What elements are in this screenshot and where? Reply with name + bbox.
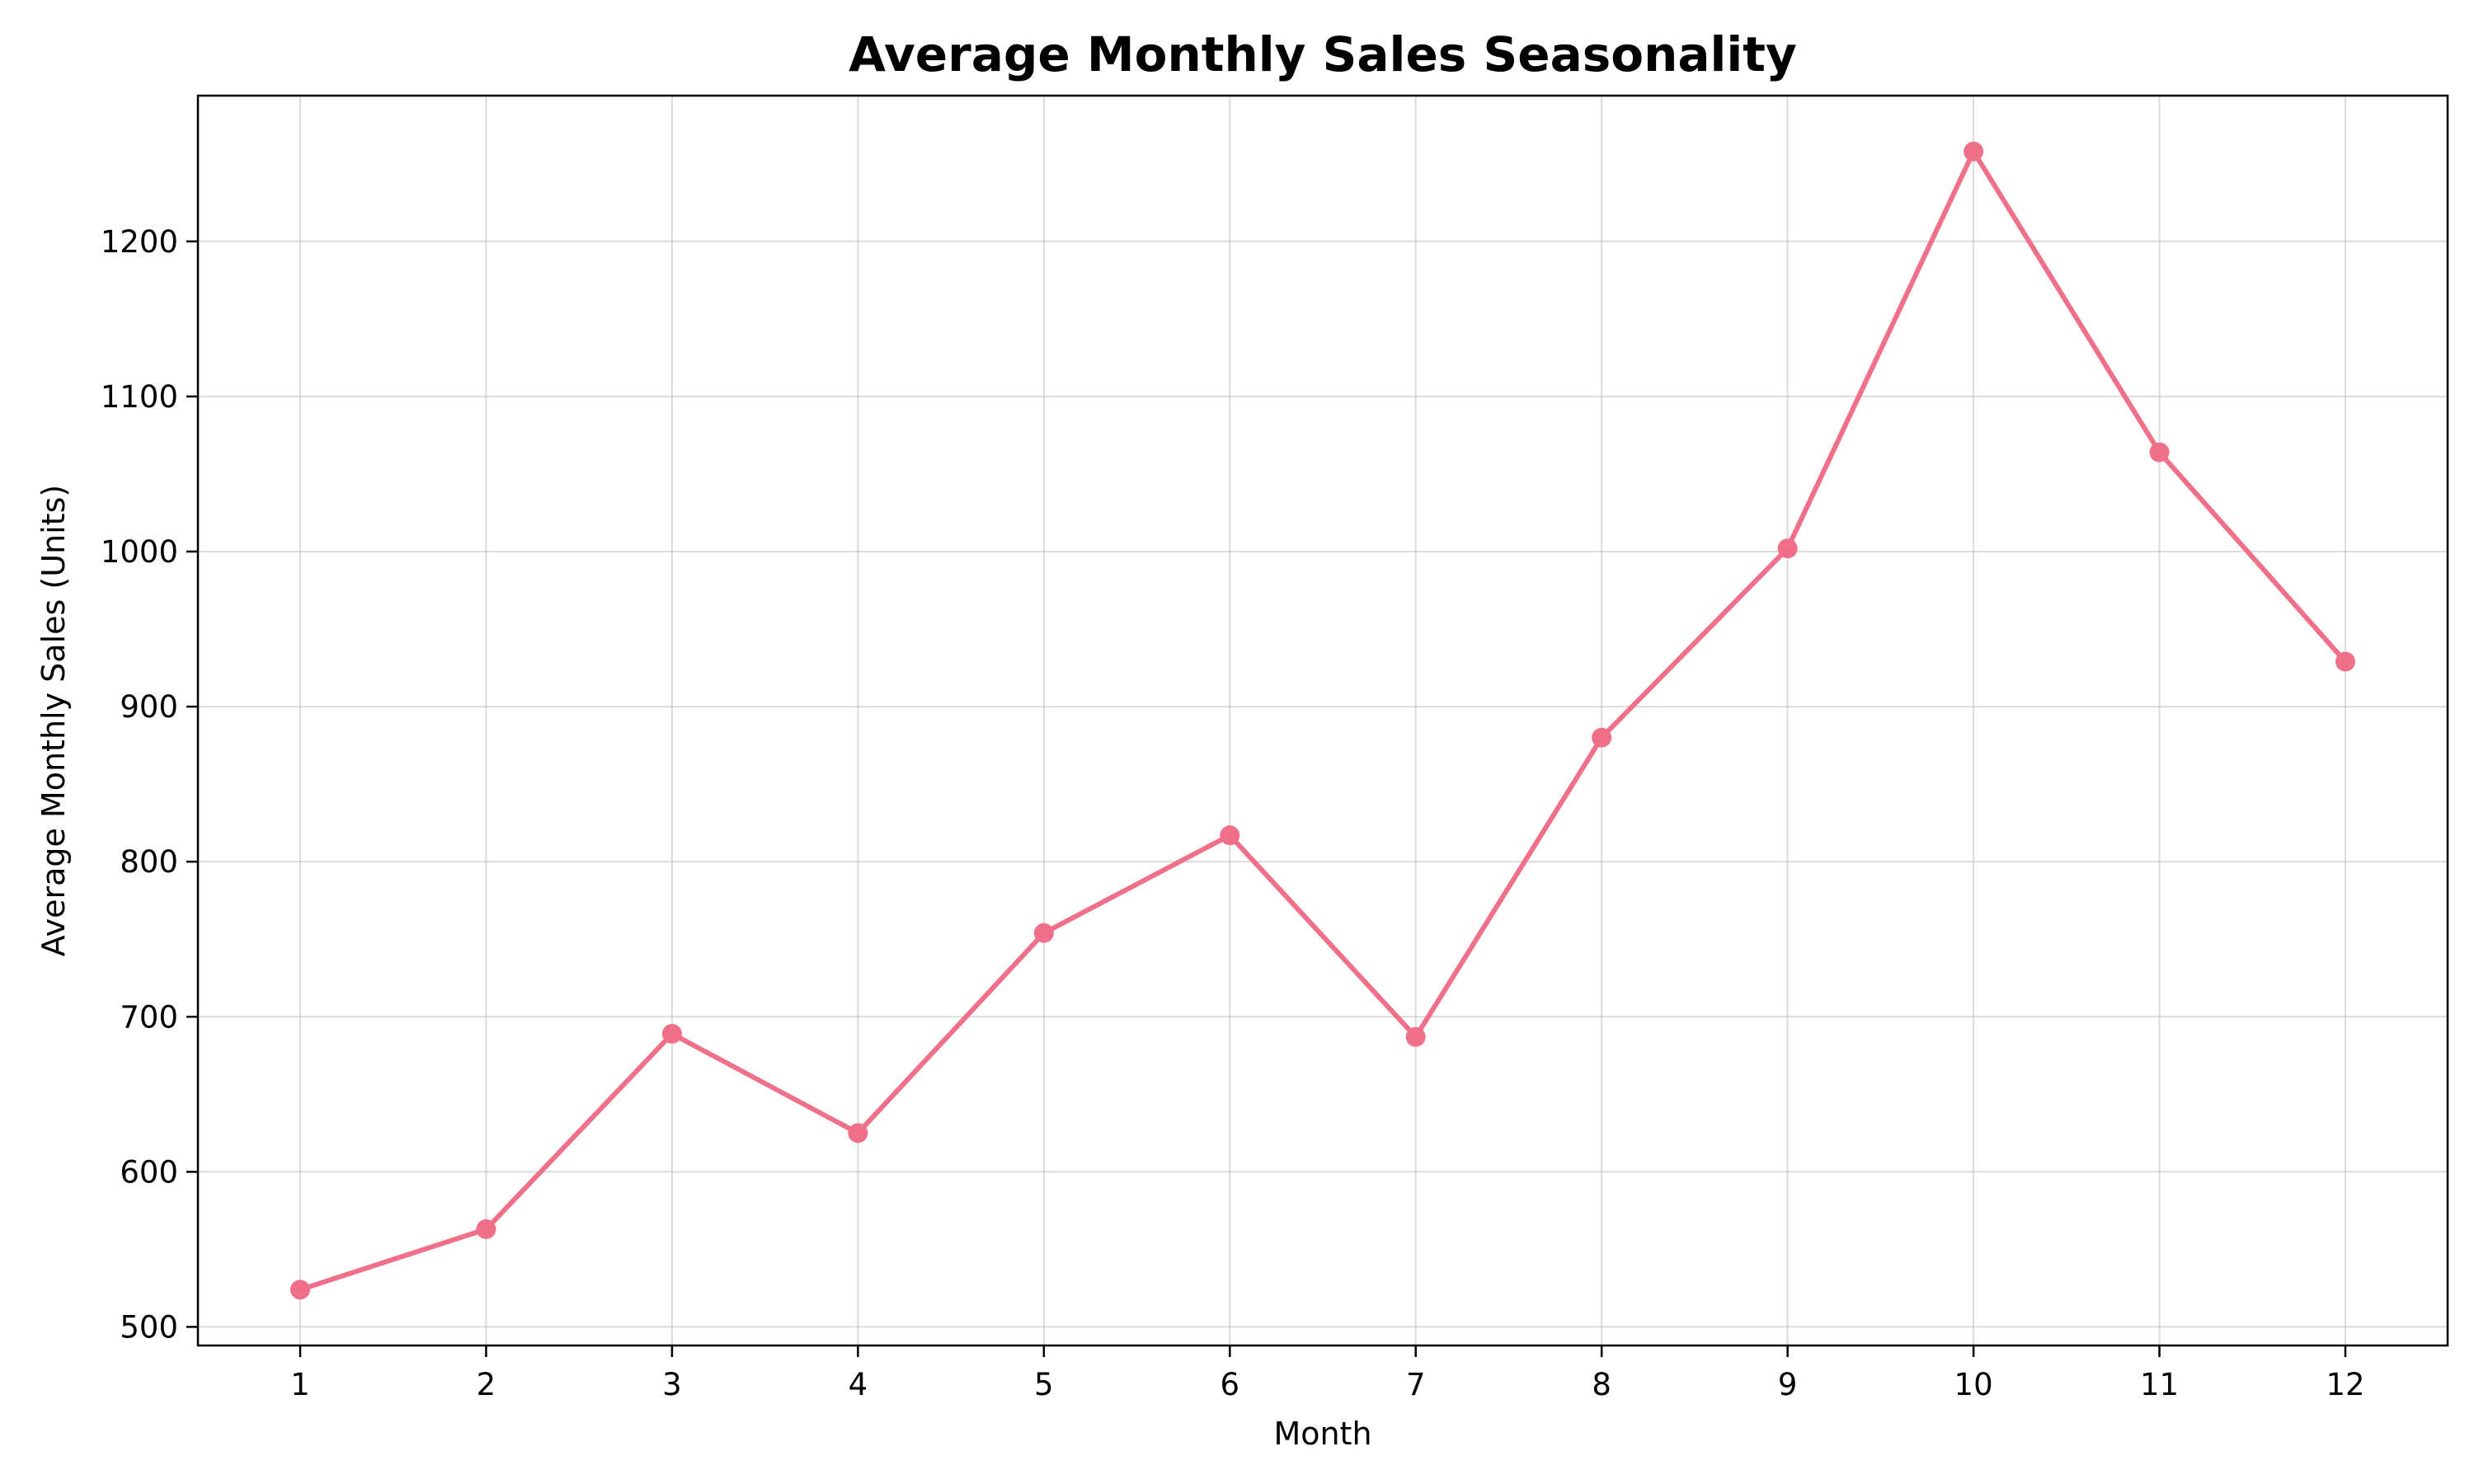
data-point [1964,141,1984,162]
grid-lines [198,96,2448,1345]
series-group [290,141,2355,1300]
x-tick-label: 12 [2326,1367,2364,1402]
x-tick-label: 6 [1220,1367,1239,1402]
x-axis-label: Month [1273,1416,1371,1452]
data-point [476,1219,496,1239]
x-tick-label: 3 [662,1367,682,1402]
data-point [1220,825,1240,846]
y-tick-label: 600 [120,1154,178,1190]
data-point [1777,538,1798,559]
y-tick-label: 700 [120,999,178,1035]
data-point [2149,442,2170,463]
x-tick-label: 11 [2140,1367,2179,1402]
y-tick-label: 800 [120,844,178,880]
data-point [1405,1026,1426,1047]
data-point [1033,923,1054,943]
plot-frame [196,94,2449,1347]
y-tick-label: 1000 [101,534,178,570]
data-point [848,1123,868,1144]
x-tick-label: 4 [849,1367,868,1402]
y-tick-label: 500 [120,1309,178,1345]
axis-ticks: 1 2 3 4 5 6 7 8 9 10 11 125006007008009001000110012… [101,224,2365,1402]
data-point [290,1280,310,1300]
data-point [661,1023,682,1044]
chart-title: Average Monthly Sales Seasonality [849,26,1797,82]
x-tick-label: 8 [1592,1367,1611,1402]
data-point [2335,651,2355,672]
series-line [298,148,2348,1293]
x-tick-label: 1 [290,1367,310,1402]
data-point [1592,727,1612,748]
x-tick-label: 10 [1954,1367,1993,1402]
x-tick-label: 9 [1778,1367,1798,1402]
x-tick-label: 7 [1406,1367,1426,1402]
y-tick-label: 1200 [101,224,178,260]
y-axis-label: Average Monthly Sales (Units) [35,485,72,956]
x-tick-label: 5 [1034,1367,1054,1402]
y-tick-label: 1100 [101,379,178,415]
y-tick-label: 900 [120,689,178,725]
x-tick-label: 2 [477,1367,496,1402]
